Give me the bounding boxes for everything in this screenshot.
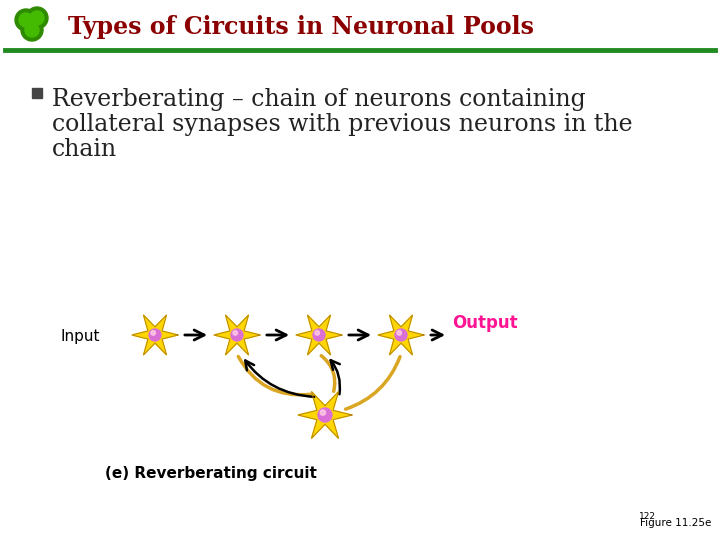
Circle shape xyxy=(30,11,44,25)
Circle shape xyxy=(151,330,156,335)
Text: Types of Circuits in Neuronal Pools: Types of Circuits in Neuronal Pools xyxy=(68,15,534,39)
Circle shape xyxy=(19,13,33,27)
Text: 122: 122 xyxy=(639,512,656,521)
Polygon shape xyxy=(298,392,352,438)
Circle shape xyxy=(318,408,332,422)
Polygon shape xyxy=(296,315,342,355)
Circle shape xyxy=(395,329,407,341)
Circle shape xyxy=(320,410,325,415)
Circle shape xyxy=(313,329,325,341)
Bar xyxy=(32,88,42,98)
Text: Reverberating – chain of neurons containing: Reverberating – chain of neurons contain… xyxy=(52,88,586,111)
Text: Output: Output xyxy=(452,314,518,332)
Circle shape xyxy=(231,329,243,341)
Polygon shape xyxy=(378,315,424,355)
Circle shape xyxy=(26,7,48,29)
Circle shape xyxy=(397,330,402,335)
Text: Figure 11.25e: Figure 11.25e xyxy=(640,518,711,528)
Text: Input: Input xyxy=(60,329,100,345)
Circle shape xyxy=(21,19,43,41)
Circle shape xyxy=(15,9,37,31)
Circle shape xyxy=(25,23,39,37)
Circle shape xyxy=(233,330,238,335)
Polygon shape xyxy=(214,315,260,355)
Text: chain: chain xyxy=(52,138,117,161)
Polygon shape xyxy=(132,315,178,355)
Circle shape xyxy=(149,329,161,341)
Text: collateral synapses with previous neurons in the: collateral synapses with previous neuron… xyxy=(52,113,633,136)
Text: (e) Reverberating circuit: (e) Reverberating circuit xyxy=(105,466,317,481)
Circle shape xyxy=(315,330,320,335)
